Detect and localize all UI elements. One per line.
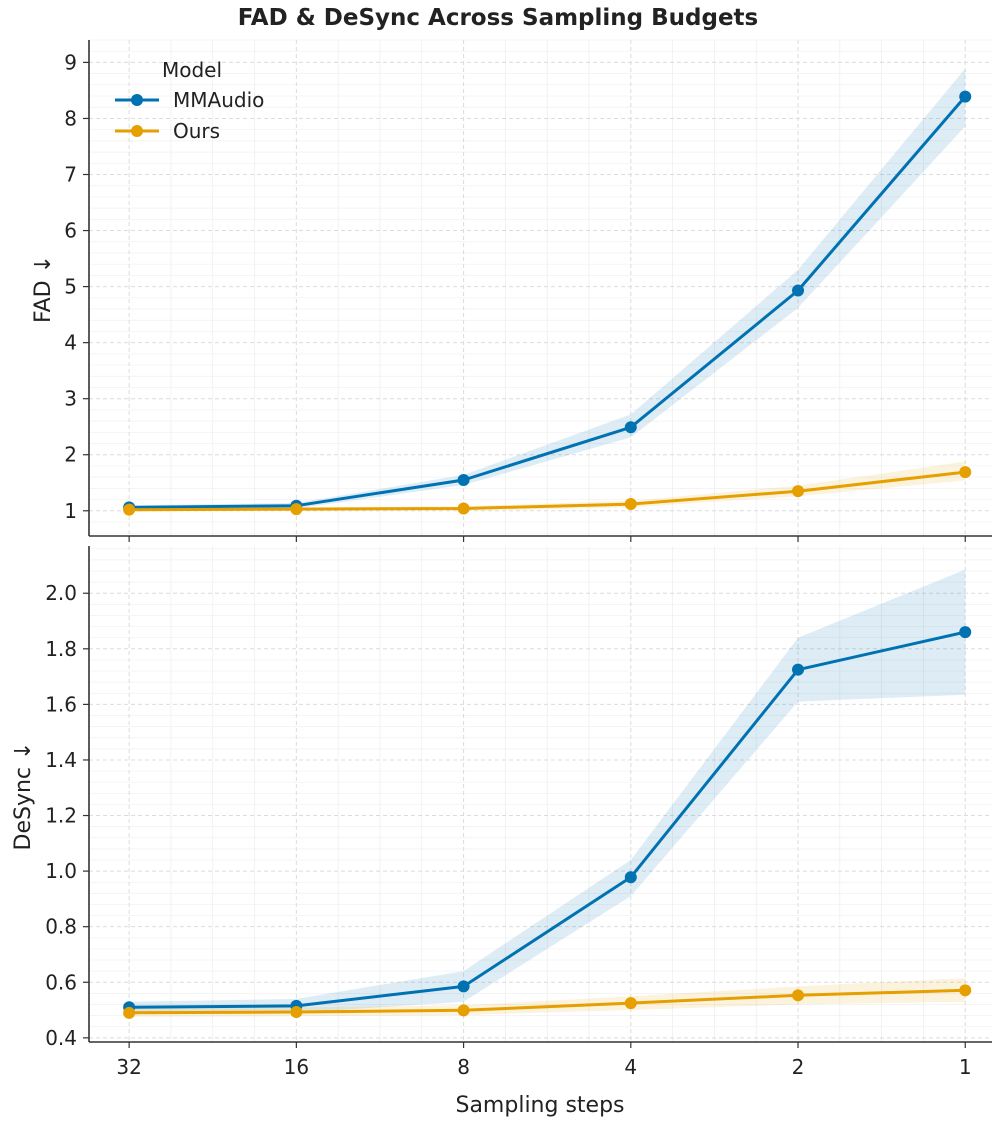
- y-tick-label: 0.6: [45, 970, 77, 994]
- data-point-ours: [959, 466, 972, 479]
- y-tick-label: 0.8: [45, 915, 77, 939]
- data-point-ours: [290, 503, 303, 516]
- series-line-ours: [127, 470, 967, 512]
- data-point-ours: [792, 989, 805, 1002]
- y-tick-label: 1.2: [45, 804, 77, 828]
- x-tick-label: 4: [624, 1055, 637, 1079]
- y-tick-label: 1.4: [45, 748, 77, 772]
- band-mmaudio: [129, 569, 966, 1013]
- y-tick-label: 3: [64, 387, 77, 411]
- x-axis-label: Sampling steps: [455, 1093, 624, 1118]
- x-tick-label: 1: [959, 1055, 972, 1079]
- series-line-ours: [127, 988, 967, 1015]
- data-point-ours: [457, 1004, 470, 1017]
- data-point-ours: [624, 997, 637, 1010]
- x-tick-label: 2: [792, 1055, 805, 1079]
- y-tick-label: 5: [64, 275, 77, 299]
- data-point-mmaudio: [959, 626, 972, 639]
- y-tick-label: 0.4: [45, 1026, 77, 1050]
- data-point-mmaudio: [792, 284, 805, 297]
- panel-1: 1 2 3 4 5 6 7 8 9 FAD ↓: [31, 39, 992, 542]
- legend-label-mmaudio: MMAudio: [173, 88, 264, 112]
- y-axis-label: DeSync ↓: [11, 742, 36, 851]
- data-point-mmaudio: [792, 663, 805, 676]
- y-tick-label: 2: [64, 443, 77, 467]
- data-point-mmaudio: [457, 473, 470, 486]
- data-point-ours: [457, 502, 470, 515]
- data-point-ours: [792, 485, 805, 498]
- legend-marker-ours: [131, 125, 143, 137]
- x-tick-label: 16: [284, 1055, 309, 1079]
- y-tick-label: 1.0: [45, 859, 77, 883]
- series-line-mmaudio: [127, 630, 967, 1009]
- band-ours: [129, 978, 966, 1017]
- y-tick-label: 8: [64, 106, 77, 130]
- legend: Model MMAudio Ours: [115, 58, 264, 143]
- data-point-ours: [959, 984, 972, 997]
- y-tick-label: 1.8: [45, 637, 77, 661]
- series-line-mmaudio: [127, 95, 967, 509]
- legend-marker-mmaudio: [131, 94, 143, 106]
- y-tick-label: 7: [64, 163, 77, 187]
- x-tick-label: 32: [116, 1055, 141, 1079]
- panel-2: 0.4 0.6 0.8 1.0 1.2 1.4 1.6 1.8 2.0 DeSync ↓ 32 16 8…: [11, 546, 992, 1079]
- legend-label-ours: Ours: [173, 119, 220, 143]
- band-ours: [129, 461, 966, 512]
- data-point-mmaudio: [624, 871, 637, 884]
- data-point-ours: [290, 1005, 303, 1018]
- y-tick-label: 2.0: [45, 581, 77, 605]
- y-axis-label: FAD ↓: [31, 255, 56, 323]
- data-point-ours: [624, 498, 637, 511]
- y-tick-label: 1.6: [45, 692, 77, 716]
- data-point-mmaudio: [457, 980, 470, 993]
- data-point-mmaudio: [624, 421, 637, 434]
- data-point-ours: [123, 1006, 136, 1019]
- chart-title: FAD & DeSync Across Sampling Budgets: [238, 5, 759, 31]
- x-tick-label: 8: [457, 1055, 470, 1079]
- data-point-ours: [123, 503, 136, 516]
- y-tick-label: 9: [64, 50, 77, 74]
- legend-title: Model: [162, 58, 222, 82]
- y-tick-label: 4: [64, 331, 77, 355]
- data-point-mmaudio: [959, 90, 972, 103]
- y-tick-label: 1: [64, 499, 77, 523]
- y-tick-label: 6: [64, 219, 77, 243]
